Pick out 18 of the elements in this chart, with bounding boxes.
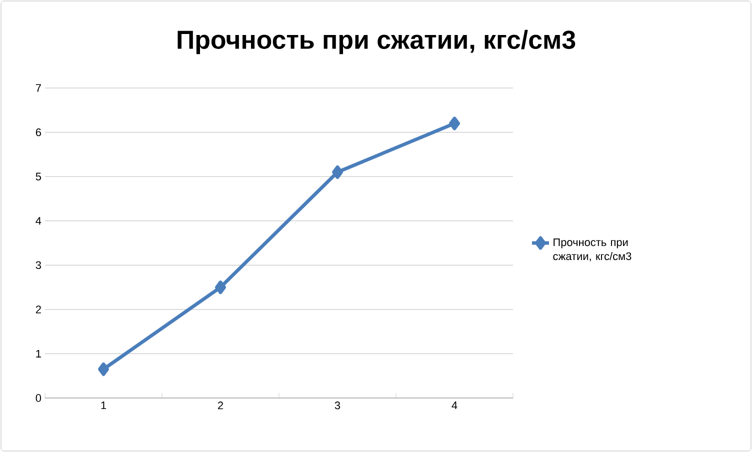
x-tick-label: 4 [452, 402, 458, 410]
x-tick-label: 2 [218, 402, 223, 410]
legend-label: Прочность при сжатии, кгс/см3 [553, 238, 632, 262]
y-tick-label: 7 [36, 84, 41, 92]
chart-title: Прочность при сжатии, кгс/см3 [178, 30, 576, 54]
y-tick-label: 4 [36, 217, 42, 225]
point [449, 116, 460, 130]
y-tick-label: 0 [36, 394, 42, 402]
y-tick-label: 2 [36, 306, 41, 314]
y-tick-label: 5 [36, 172, 42, 180]
point [98, 362, 109, 376]
point [332, 165, 343, 179]
y-tick-label: 6 [36, 128, 41, 136]
point [215, 280, 226, 294]
x-tick-label: 3 [334, 402, 340, 410]
y-tick-label: 1 [36, 350, 41, 358]
y-tick-label: 3 [36, 261, 41, 270]
x-tick-label: 1 [101, 402, 106, 410]
